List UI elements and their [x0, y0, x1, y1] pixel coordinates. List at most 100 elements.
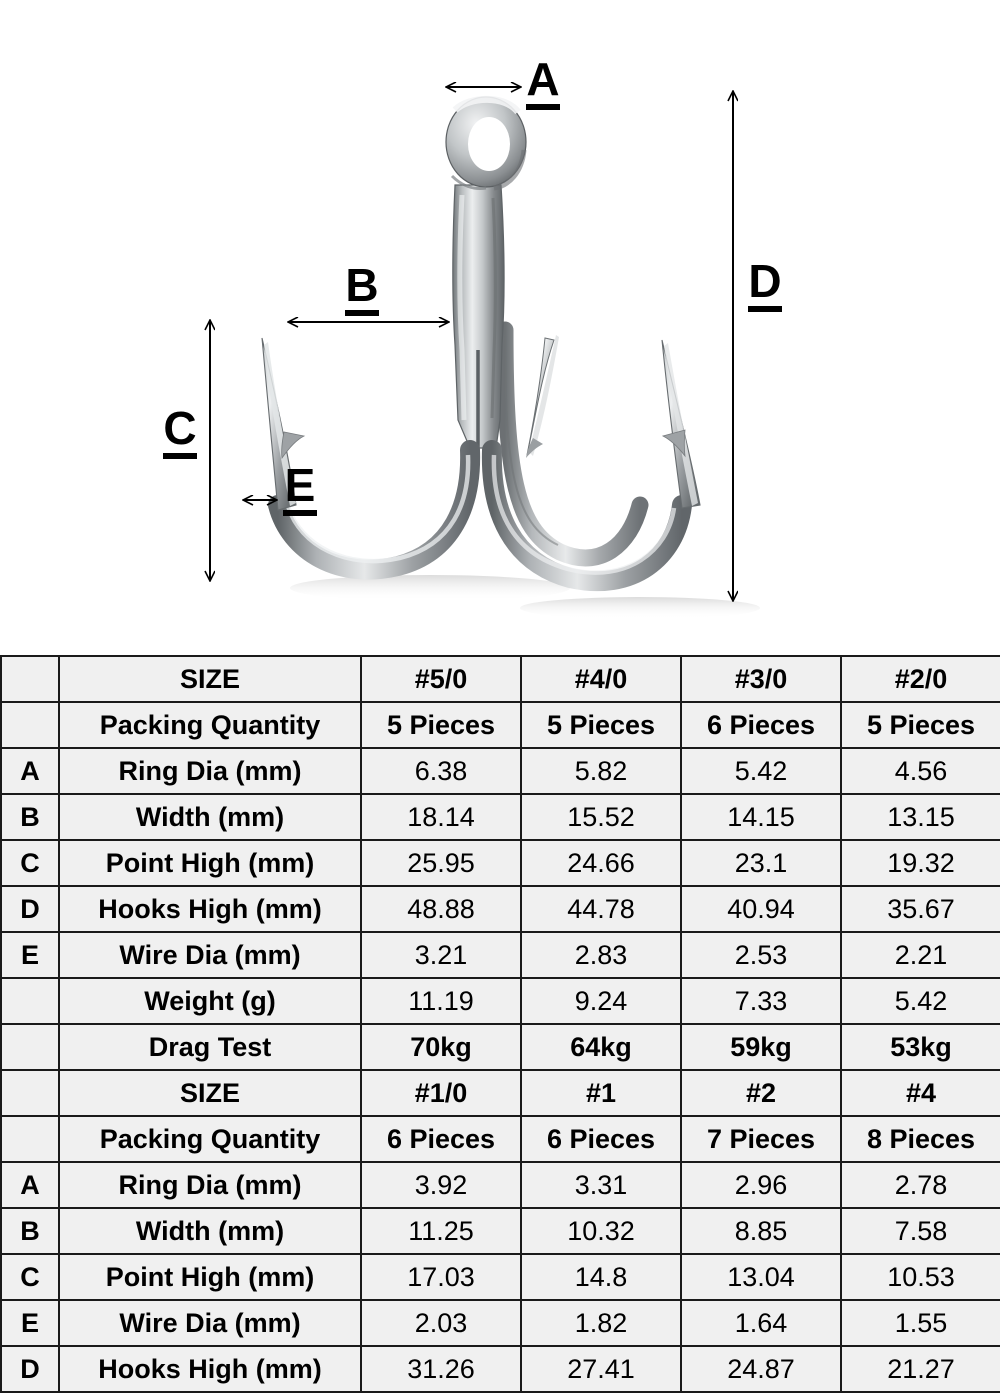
value-cell: 2.53	[680, 931, 842, 979]
table-row: D Hooks High (mm) 48.88 44.78 40.94 35.67	[0, 885, 1000, 933]
dimension-label-e-text: E	[284, 459, 316, 511]
value-cell: 14.15	[680, 793, 842, 841]
row-label-cell: Ring Dia (mm)	[58, 1161, 362, 1209]
row-label-cell: Wire Dia (mm)	[58, 1299, 362, 1347]
value-cell: 1.55	[840, 1299, 1000, 1347]
table-row: C Point High (mm) 17.03 14.8 13.04 10.53	[0, 1253, 1000, 1301]
dimension-label-d: D	[748, 258, 782, 312]
dimension-label-b-text: B	[345, 259, 379, 311]
table-row: SIZE #1/0 #1 #2 #4	[0, 1069, 1000, 1117]
value-cell: 15.52	[520, 793, 682, 841]
hook-prong-right	[481, 339, 701, 592]
value-cell: 2.03	[360, 1299, 522, 1347]
hook-eye-ring	[445, 95, 527, 191]
value-cell: 3.21	[360, 931, 522, 979]
specification-table: SIZE #5/0 #4/0 #3/0 #2/0 Packing Quantity 5 Pi…	[0, 655, 1000, 1393]
row-key-cell: B	[0, 793, 60, 841]
specification-table-body: SIZE #5/0 #4/0 #3/0 #2/0 Packing Quantity 5 Pi…	[0, 655, 1000, 1393]
value-cell: 25.95	[360, 839, 522, 887]
dimension-label-a-text: A	[526, 53, 560, 105]
size-header-cell: #1	[520, 1069, 682, 1117]
row-key-cell: D	[0, 1345, 60, 1393]
row-label-cell: Packing Quantity	[58, 1115, 362, 1163]
value-cell: 3.31	[520, 1161, 682, 1209]
value-cell: 21.27	[840, 1345, 1000, 1393]
value-cell: 70kg	[360, 1023, 522, 1071]
row-label-cell: SIZE	[58, 655, 362, 703]
row-key-cell: C	[0, 1253, 60, 1301]
value-cell: 13.04	[680, 1253, 842, 1301]
row-key-cell	[0, 655, 60, 703]
value-cell: 5.42	[840, 977, 1000, 1025]
row-label-cell: Width (mm)	[58, 793, 362, 841]
value-cell: 18.14	[360, 793, 522, 841]
dimension-label-e: E	[283, 462, 317, 516]
hook-illustration	[0, 0, 760, 619]
row-key-cell: E	[0, 1299, 60, 1347]
size-header-cell: #2	[680, 1069, 842, 1117]
value-cell: 6 Pieces	[360, 1115, 522, 1163]
value-cell: 3.92	[360, 1161, 522, 1209]
row-key-cell	[0, 1069, 60, 1117]
hook-shank	[452, 184, 505, 452]
dimension-label-d-text: D	[748, 255, 782, 307]
row-key-cell: D	[0, 885, 60, 933]
hook-prong-center	[496, 321, 649, 567]
dimension-label-d-underline	[748, 306, 782, 312]
hook-diagram: A B C D E	[0, 0, 1000, 655]
dimension-label-b-underline	[345, 310, 379, 316]
value-cell: 7.33	[680, 977, 842, 1025]
row-label-cell: Wire Dia (mm)	[58, 931, 362, 979]
value-cell: 53kg	[840, 1023, 1000, 1071]
value-cell: 8.85	[680, 1207, 842, 1255]
value-cell: 1.64	[680, 1299, 842, 1347]
value-cell: 8 Pieces	[840, 1115, 1000, 1163]
row-label-cell: Point High (mm)	[58, 1253, 362, 1301]
table-row: Weight (g) 11.19 9.24 7.33 5.42	[0, 977, 1000, 1025]
value-cell: 48.88	[360, 885, 522, 933]
row-label-cell: Weight (g)	[58, 977, 362, 1025]
row-key-cell: A	[0, 1161, 60, 1209]
value-cell: 6.38	[360, 747, 522, 795]
row-label-cell: Width (mm)	[58, 1207, 362, 1255]
row-label-cell: Ring Dia (mm)	[58, 747, 362, 795]
table-row: E Wire Dia (mm) 2.03 1.82 1.64 1.55	[0, 1299, 1000, 1347]
value-cell: 19.32	[840, 839, 1000, 887]
value-cell: 2.96	[680, 1161, 842, 1209]
dimension-label-a: A	[526, 56, 560, 110]
row-key-cell	[0, 977, 60, 1025]
table-row: B Width (mm) 11.25 10.32 8.85 7.58	[0, 1207, 1000, 1255]
value-cell: 6 Pieces	[680, 701, 842, 749]
value-cell: 5 Pieces	[360, 701, 522, 749]
row-key-cell: E	[0, 931, 60, 979]
value-cell: 6 Pieces	[520, 1115, 682, 1163]
value-cell: 2.21	[840, 931, 1000, 979]
dimension-label-e-underline	[283, 510, 317, 516]
table-row: A Ring Dia (mm) 3.92 3.31 2.96 2.78	[0, 1161, 1000, 1209]
value-cell: 17.03	[360, 1253, 522, 1301]
value-cell: 27.41	[520, 1345, 682, 1393]
size-header-cell: #2/0	[840, 655, 1000, 703]
hook-shadow-right	[520, 597, 760, 619]
table-row: C Point High (mm) 25.95 24.66 23.1 19.32	[0, 839, 1000, 887]
table-row: D Hooks High (mm) 31.26 27.41 24.87 21.27	[0, 1345, 1000, 1393]
dimension-label-c-text: C	[163, 402, 197, 454]
value-cell: 7 Pieces	[680, 1115, 842, 1163]
value-cell: 2.78	[840, 1161, 1000, 1209]
row-key-cell: C	[0, 839, 60, 887]
value-cell: 59kg	[680, 1023, 842, 1071]
dimension-label-c: C	[163, 405, 197, 459]
row-key-cell: A	[0, 747, 60, 795]
table-row: SIZE #5/0 #4/0 #3/0 #2/0	[0, 655, 1000, 703]
size-header-cell: #5/0	[360, 655, 522, 703]
value-cell: 24.66	[520, 839, 682, 887]
value-cell: 5.42	[680, 747, 842, 795]
table-row: A Ring Dia (mm) 6.38 5.82 5.42 4.56	[0, 747, 1000, 795]
row-label-cell: SIZE	[58, 1069, 362, 1117]
value-cell: 64kg	[520, 1023, 682, 1071]
row-label-cell: Packing Quantity	[58, 701, 362, 749]
row-label-cell: Hooks High (mm)	[58, 885, 362, 933]
value-cell: 7.58	[840, 1207, 1000, 1255]
row-label-cell: Hooks High (mm)	[58, 1345, 362, 1393]
